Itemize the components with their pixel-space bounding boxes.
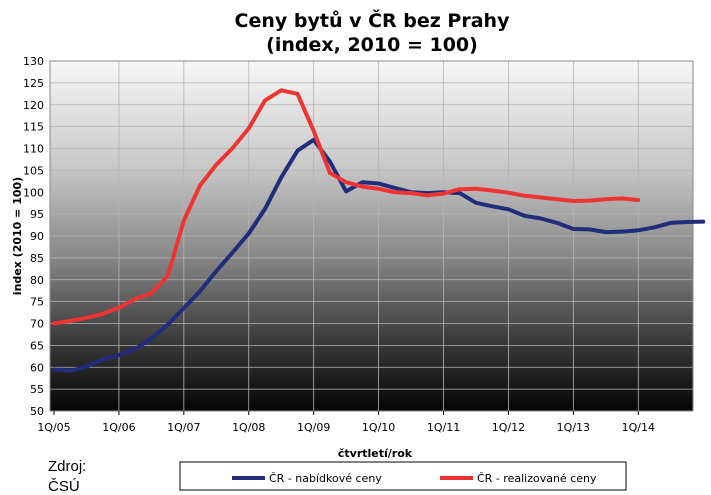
- y-tick-label: 110: [23, 143, 44, 156]
- series-line-realizovane: [52, 88, 641, 326]
- x-tick-label: 1Q/13: [557, 421, 590, 434]
- source-value: ČSÚ: [48, 478, 80, 495]
- x-tick-label: 1Q/06: [102, 421, 135, 434]
- y-tick-label: 120: [23, 99, 44, 112]
- y-tick-label: 100: [23, 186, 44, 199]
- chart-title-line-2: (index, 2010 = 100): [266, 34, 478, 56]
- x-axis-title: čtvrtletí/rok: [338, 447, 413, 460]
- source-label: Zdroj:: [48, 458, 86, 475]
- y-tick-label: 65: [30, 339, 44, 352]
- x-tick-label: 1Q/09: [297, 421, 330, 434]
- y-axis: 50 55 60 65 70 75 80 85 90 95 100 105 110 115 120 125 13…: [23, 55, 44, 418]
- x-tick-label: 1Q/08: [232, 421, 265, 434]
- y-tick-label: 75: [30, 296, 44, 309]
- x-tick-label: 1Q/07: [167, 421, 200, 434]
- y-tick-label: 130: [23, 55, 44, 68]
- x-tick-label: 1Q/10: [362, 421, 395, 434]
- series-line-nabidkove: [52, 137, 706, 373]
- plot-border: [49, 60, 694, 412]
- y-tick-label: 125: [23, 77, 44, 90]
- x-tick-label: 1Q/12: [492, 421, 525, 434]
- y-tick-label: 80: [30, 274, 44, 287]
- y-tick-label: 60: [30, 361, 44, 374]
- y-tick-label: 95: [30, 208, 44, 221]
- legend-label-nabidkove: ČR - nabídkové ceny: [269, 472, 382, 485]
- y-axis-title: index (2010 = 100): [11, 177, 24, 295]
- x-tick-label: 1Q/11: [427, 421, 460, 434]
- grid: [50, 61, 693, 411]
- y-tick-label: 85: [30, 252, 44, 265]
- chart-title-line-1: Ceny bytů v ČR bez Prahy: [235, 8, 511, 32]
- y-tick-label: 90: [30, 230, 44, 243]
- y-tick-label: 70: [30, 318, 44, 331]
- y-tick-label: 105: [23, 164, 44, 177]
- x-axis: 1Q/05 1Q/06 1Q/07 1Q/08 1Q/09 1Q/10 1Q/11 1Q/12…: [37, 411, 655, 434]
- legend-label-realizovane: ČR - realizované ceny: [477, 472, 597, 485]
- y-tick-label: 115: [23, 121, 44, 134]
- y-tick-label: 50: [30, 405, 44, 418]
- y-tick-label: 55: [30, 383, 44, 396]
- series-group: [52, 88, 706, 373]
- x-tick-label: 1Q/14: [622, 421, 655, 434]
- x-tick-label: 1Q/05: [37, 421, 70, 434]
